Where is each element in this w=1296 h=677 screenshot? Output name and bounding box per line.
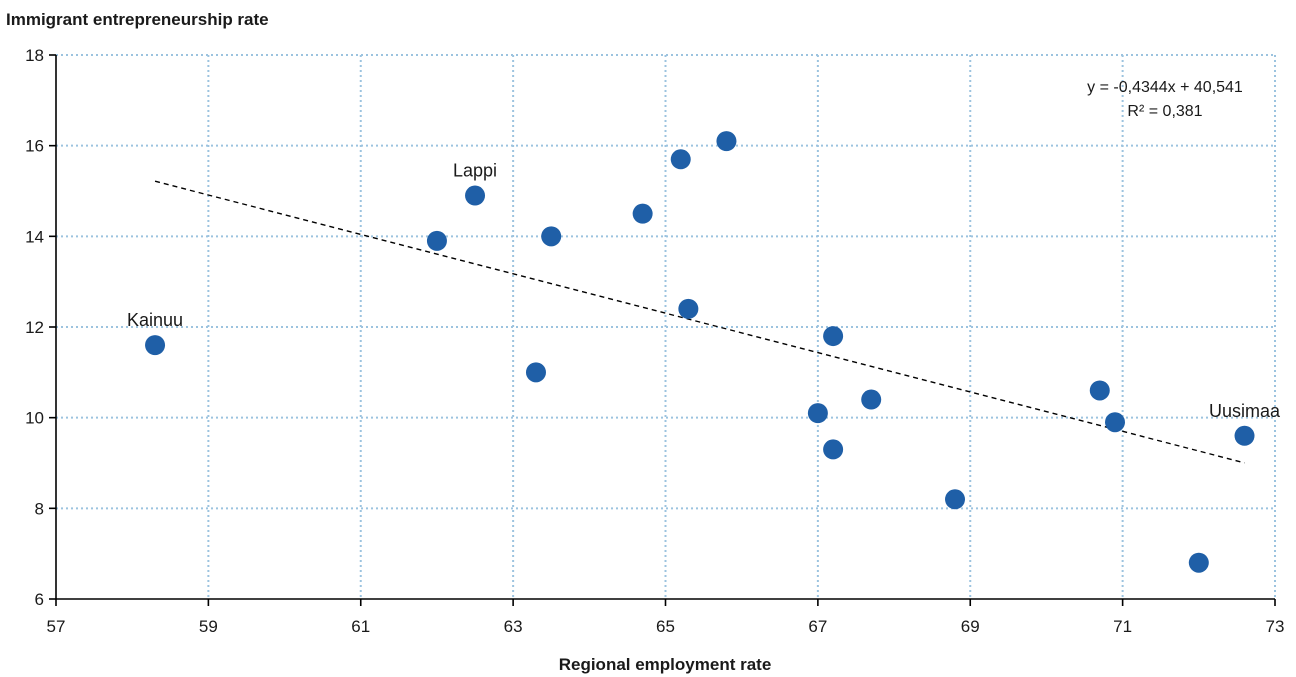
y-tick-label: 12 — [25, 318, 44, 337]
y-tick-label: 6 — [35, 590, 44, 609]
data-point — [1105, 412, 1126, 433]
x-tick-label: 65 — [656, 617, 675, 636]
data-point — [465, 185, 486, 206]
data-point — [716, 131, 737, 152]
point-label: Kainuu — [127, 310, 183, 330]
point-label: Uusimaa — [1209, 401, 1281, 421]
y-tick-label: 14 — [25, 227, 44, 246]
x-tick-label: 69 — [961, 617, 980, 636]
x-tick-label: 67 — [808, 617, 827, 636]
data-point — [525, 362, 546, 383]
y-tick-label: 18 — [25, 46, 44, 65]
data-point — [145, 335, 166, 356]
data-point — [426, 230, 447, 251]
point-label: Lappi — [453, 161, 497, 181]
x-axis-title: Regional employment rate — [559, 655, 772, 674]
data-point — [807, 403, 828, 424]
y-tick-label: 8 — [35, 499, 44, 518]
data-point — [678, 298, 699, 319]
x-tick-label: 57 — [47, 617, 66, 636]
data-point — [823, 439, 844, 460]
data-point — [823, 326, 844, 347]
gridlines — [56, 54, 1276, 599]
trendline-equation: y = -0,4344x + 40,541 — [1087, 79, 1243, 96]
data-point — [541, 226, 562, 247]
data-point — [1188, 552, 1209, 573]
x-tick-label: 61 — [351, 617, 370, 636]
y-axis-title: Immigrant entrepreneurship rate — [6, 10, 269, 29]
data-point — [632, 203, 653, 224]
trendline-layer — [154, 180, 1245, 464]
x-tick-label: 59 — [199, 617, 218, 636]
data-points — [145, 131, 1255, 573]
data-point — [1234, 425, 1255, 446]
trendline-r-squared: R² = 0,381 — [1127, 103, 1202, 120]
x-tick-label: 63 — [504, 617, 523, 636]
data-point — [1089, 380, 1110, 401]
tick-labels: 57 59 61 63 65 67 69 71 73 6 8 10 12 14 16 18 Kainuu Lapp… — [25, 46, 1284, 636]
y-tick-label: 16 — [25, 137, 44, 156]
axes — [49, 54, 1276, 606]
x-tick-label: 71 — [1113, 617, 1132, 636]
trendline — [154, 180, 1245, 464]
data-point — [945, 489, 966, 510]
x-tick-label: 73 — [1266, 617, 1285, 636]
data-point — [670, 149, 691, 170]
y-tick-label: 10 — [25, 409, 44, 428]
data-point — [861, 389, 882, 410]
